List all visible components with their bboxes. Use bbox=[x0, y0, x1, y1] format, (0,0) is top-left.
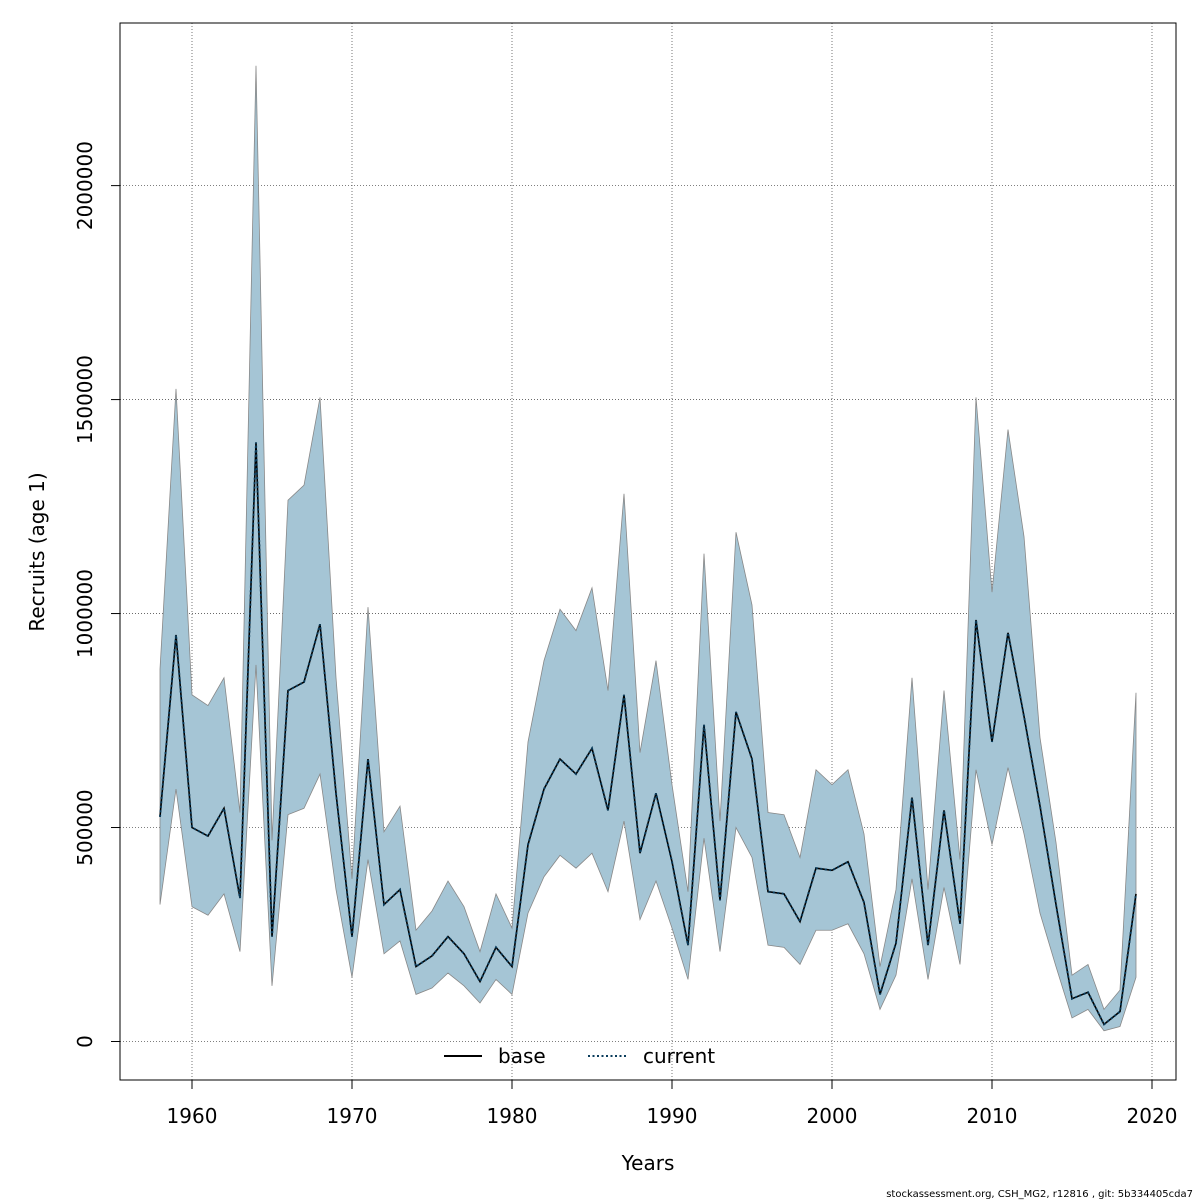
x-tick-label-2010: 2010 bbox=[967, 1104, 1018, 1128]
series-line-base bbox=[159, 442, 1137, 1026]
y-axis-title: Recruits (age 1) bbox=[25, 472, 49, 631]
y-tick-label-0: 0 bbox=[73, 1035, 97, 1048]
x-tick-label-1980: 1980 bbox=[487, 1104, 538, 1128]
y-tick-label-1500000: 1500000 bbox=[73, 355, 97, 444]
confidence-band bbox=[159, 65, 1137, 1032]
y-tick-label-2000000: 2000000 bbox=[73, 141, 97, 230]
x-tick-label-1970: 1970 bbox=[327, 1104, 378, 1128]
y-tick-label-1000000: 1000000 bbox=[73, 569, 97, 658]
x-tick-label-2000: 2000 bbox=[807, 1104, 858, 1128]
legend-current-label: current bbox=[643, 1044, 715, 1068]
x-tick-label-1960: 1960 bbox=[167, 1104, 218, 1128]
footnote: stockassessment.org, CSH_MG2, r12816 , g… bbox=[886, 1189, 1193, 1200]
y-axis: 0 500000 1000000 1500000 2000000 bbox=[73, 141, 121, 1048]
x-axis: 1960 1970 1980 1990 2000 2010 2020 bbox=[167, 1079, 1178, 1128]
y-tick-label-500000: 500000 bbox=[73, 789, 97, 865]
confidence-band-layer bbox=[159, 65, 1137, 1032]
x-tick-label-1990: 1990 bbox=[647, 1104, 698, 1128]
x-tick-label-2020: 2020 bbox=[1127, 1104, 1178, 1128]
series-lines-layer bbox=[159, 442, 1137, 1026]
legend-base-label: base bbox=[498, 1044, 546, 1068]
x-axis-title: Years bbox=[621, 1151, 675, 1175]
legend: base current bbox=[444, 1044, 715, 1068]
